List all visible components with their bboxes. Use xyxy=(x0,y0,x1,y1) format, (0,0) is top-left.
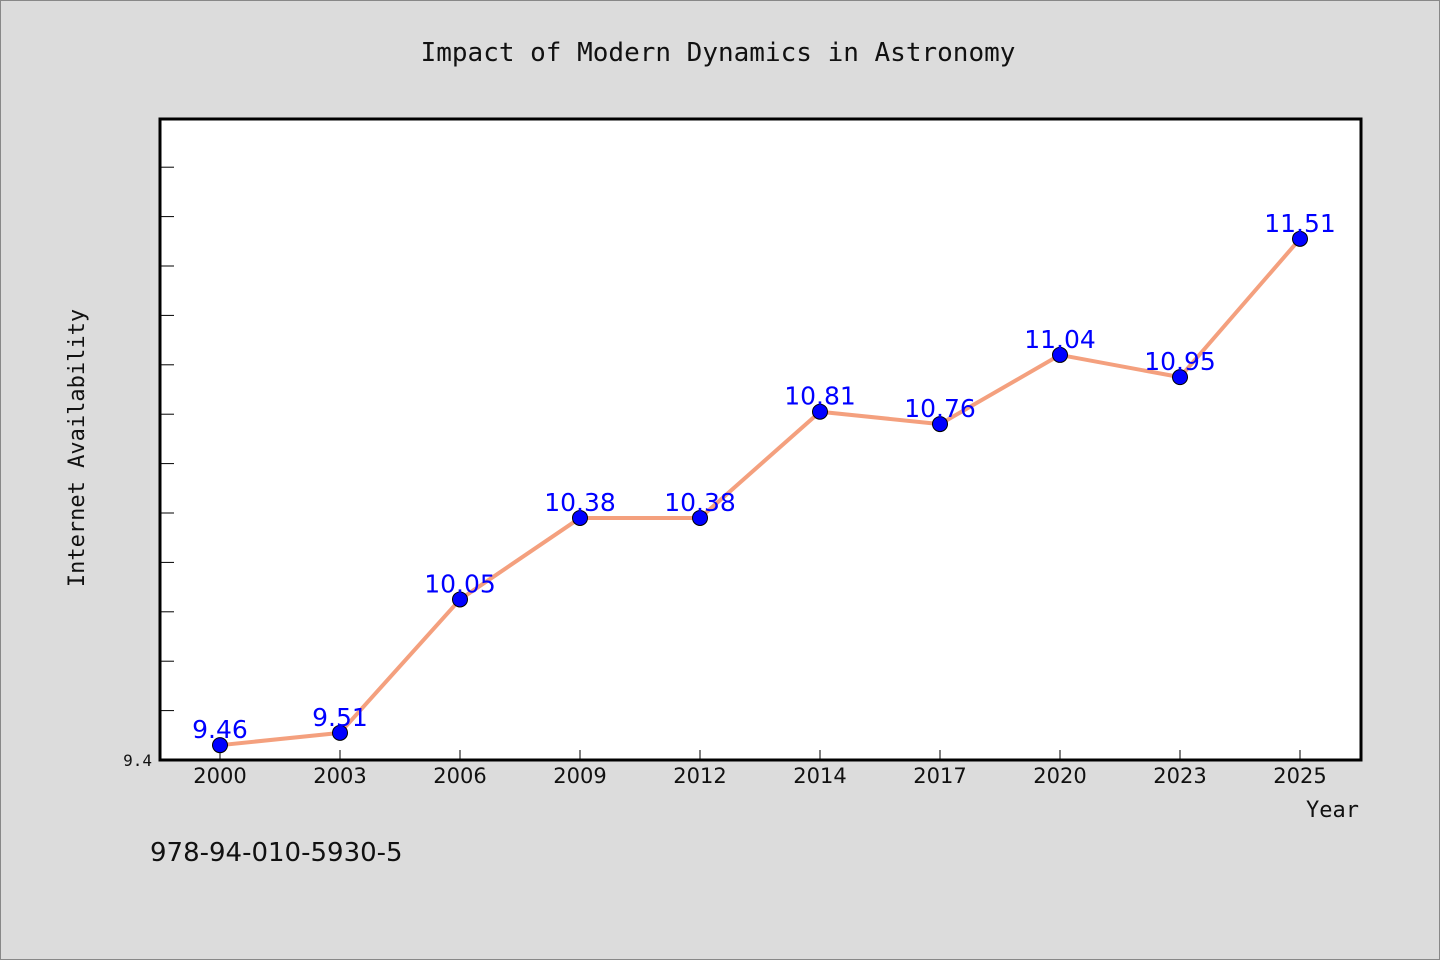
y-axis-ticks: 9.4 xyxy=(123,166,174,770)
data-point xyxy=(1172,369,1188,386)
data-label: 10.95 xyxy=(1144,347,1216,376)
y-tick-label: 9.4 xyxy=(123,751,152,770)
x-tick-label: 2006 xyxy=(433,764,486,788)
data-point xyxy=(572,509,588,526)
data-label: 11.04 xyxy=(1024,325,1096,354)
data-label: 10.38 xyxy=(544,488,616,517)
data-label: 10.38 xyxy=(664,488,736,517)
data-label: 11.51 xyxy=(1264,209,1336,238)
x-tick-label: 2009 xyxy=(553,764,606,788)
data-label: 10.05 xyxy=(424,569,496,598)
x-tick-label: 2025 xyxy=(1273,764,1326,788)
data-label: 10.76 xyxy=(904,394,976,423)
x-tick-label: 2020 xyxy=(1033,764,1086,788)
y-axis-label: Internet Availability xyxy=(65,309,90,587)
x-tick-label: 2023 xyxy=(1153,764,1206,788)
x-axis-ticks: 2000 2003 2006 2009 2012 2014 2017 2020 2023 2025 xyxy=(193,750,1327,788)
plot-area xyxy=(158,117,1363,762)
data-point xyxy=(332,724,348,741)
x-tick-label: 2014 xyxy=(793,764,846,788)
series-layer: 9.46 9.51 10.05 10.38 10.38 10.81 10.76 11.04 10… xyxy=(192,209,1336,754)
data-label: 9.46 xyxy=(192,715,248,744)
series-line xyxy=(219,237,1302,748)
isbn-text: 978-94-010-5930-5 xyxy=(150,838,403,868)
x-axis-label: Year xyxy=(1306,798,1359,823)
x-tick-label: 2000 xyxy=(193,764,246,788)
data-point xyxy=(212,737,228,754)
chart-title: Impact of Modern Dynamics in Astronomy xyxy=(421,38,1016,68)
data-point xyxy=(452,591,468,608)
data-point xyxy=(812,403,828,420)
x-tick-label: 2012 xyxy=(673,764,726,788)
x-tick-label: 2017 xyxy=(913,764,966,788)
data-point xyxy=(932,416,948,433)
data-label: 10.81 xyxy=(784,382,856,411)
data-label: 9.51 xyxy=(312,703,368,732)
data-point xyxy=(1292,230,1308,247)
x-tick-label: 2003 xyxy=(313,764,366,788)
data-point xyxy=(692,509,708,526)
data-point xyxy=(1052,346,1068,363)
